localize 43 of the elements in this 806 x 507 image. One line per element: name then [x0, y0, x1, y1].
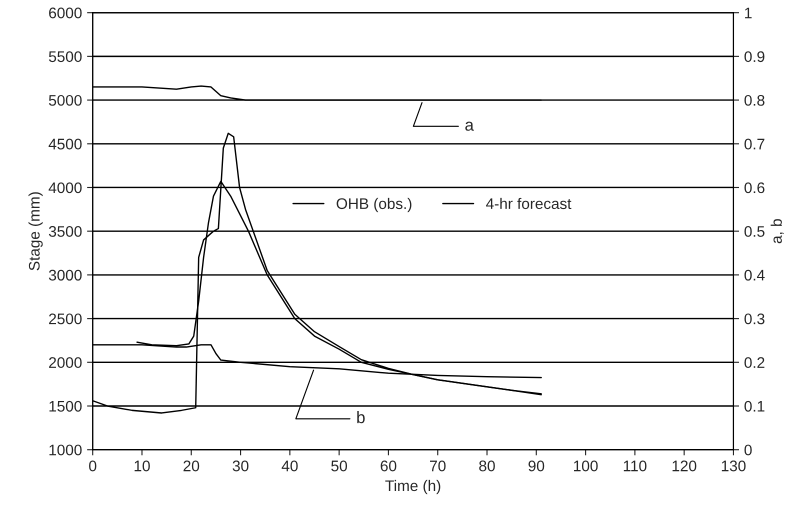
x-tick-label: 60: [380, 460, 396, 472]
y2-tick-label: 0.4: [744, 270, 765, 281]
y2-tick-label: 1: [745, 8, 752, 18]
y-tick-label: 6000: [49, 8, 82, 18]
y-tick-label: 4500: [48, 138, 82, 150]
y-tick-label: 2000: [49, 357, 82, 368]
y-tick-label: 5000: [48, 94, 82, 106]
y2-tick-label: 0.2: [744, 357, 764, 368]
x-tick-label: 10: [134, 460, 150, 472]
x-axis-title: Time (h): [385, 480, 440, 494]
y2-tick-label: 0.8: [744, 94, 764, 106]
y-tick-label: 3000: [48, 270, 82, 281]
y2-tick-label: 0.1: [744, 400, 764, 412]
x-tick-label: 0: [89, 460, 96, 472]
y-tick-label: 1000: [49, 444, 82, 456]
annotation: a: [465, 122, 474, 131]
y-tick-label: 5500: [48, 51, 82, 62]
x-tick-label: 80: [479, 460, 495, 472]
legend-label: OHB (obs.): [336, 198, 412, 212]
y-tick-label: 1500: [49, 400, 82, 412]
y-axis-title: Stage (mm): [28, 192, 43, 270]
y2-tick-label: 0.5: [744, 226, 764, 237]
x-tick-label: 70: [430, 460, 446, 472]
x-tick-label: 40: [282, 460, 298, 472]
y-tick-label: 4000: [48, 182, 82, 194]
y2-tick-label: 0.3: [744, 313, 764, 324]
x-tick-label: 120: [672, 460, 696, 472]
x-tick-label: 20: [184, 460, 200, 472]
x-tick-label: 100: [574, 460, 598, 472]
y2-tick-label: 0.6: [744, 182, 764, 194]
y-tick-label: 3500: [48, 226, 82, 237]
annotation: b: [357, 411, 365, 424]
y-tick-label: 2500: [49, 313, 82, 324]
y2-tick-label: 0.7: [744, 138, 764, 150]
x-tick-label: 130: [722, 460, 746, 472]
legend-label: 4-hr forecast: [486, 198, 572, 210]
x-tick-label: 30: [232, 460, 248, 472]
y2-tick-label: 0.9: [744, 51, 764, 62]
x-tick-label: 50: [331, 460, 348, 472]
x-tick-label: 110: [624, 460, 646, 472]
y2-axis-title: a, b: [770, 219, 784, 244]
y2-tick-label: 0: [744, 444, 752, 456]
x-tick-label: 90: [528, 460, 544, 472]
